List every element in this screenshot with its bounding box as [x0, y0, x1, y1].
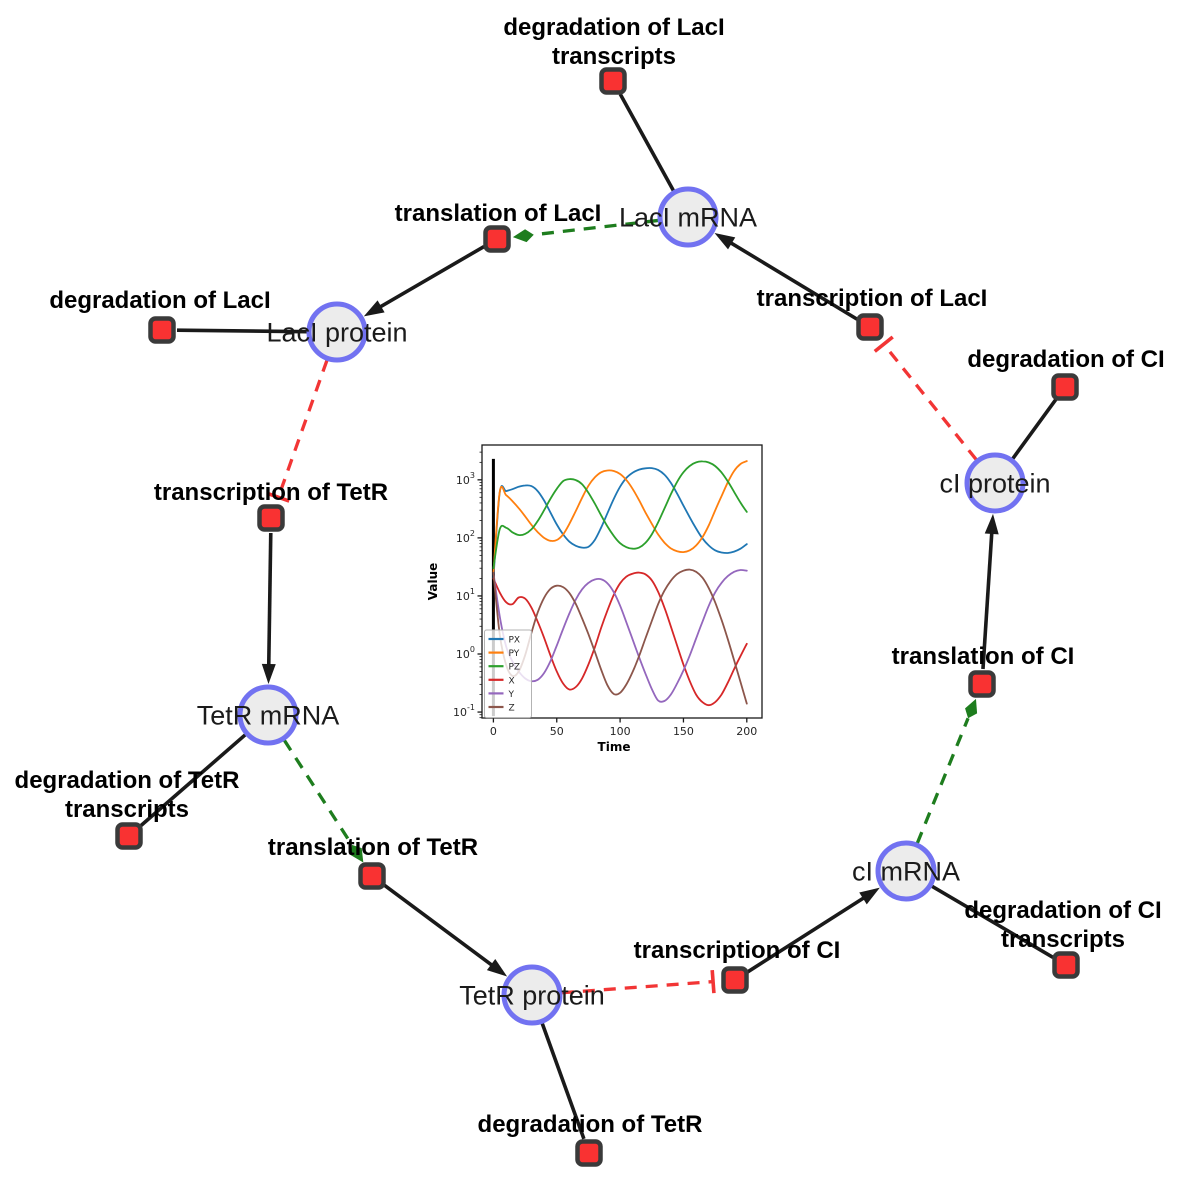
chart-legend: PX PY PZ XYZ: [484, 629, 532, 719]
species-label-tetr-mrna: TetR mRNA: [197, 701, 340, 731]
reaction-label-deg-laci-tr-line0: degradation of LacI: [503, 14, 724, 41]
reaction-node-translation-ci[interactable]: [968, 670, 996, 698]
species-label-ci-mrna: cI mRNA: [852, 857, 960, 887]
x-tick-label: 150: [673, 725, 694, 738]
edge-translation-ci-ci-protein: [981, 513, 999, 670]
species-node-laci-protein[interactable]: [306, 301, 368, 363]
legend-label-PZ: PZ: [509, 663, 521, 673]
reaction-node-transcription-tetr[interactable]: [257, 504, 285, 532]
edge-transcription-tetr-tetr-mrna: [261, 532, 276, 685]
reaction-label-translation-ci-line0: translation of CI: [892, 643, 1075, 670]
reaction-label-translation-tetr-line0: translation of TetR: [268, 834, 478, 861]
edges-layer: [139, 93, 1058, 1140]
production-arrowhead: [363, 300, 385, 317]
edge-laci-protein-transcription-tetr: [266, 359, 329, 503]
legend-label-Z: Z: [509, 704, 515, 714]
edge-transcription-ci-ci-mrna: [746, 887, 880, 974]
plot-spines: [481, 444, 763, 719]
legend-label-PX: PX: [509, 636, 521, 646]
legend-label-X: X: [509, 676, 515, 686]
production-arrowhead: [261, 663, 276, 685]
species-node-tetr-mrna[interactable]: [237, 684, 299, 746]
edge-tetr-mrna-deg-tetr-tr: [139, 733, 247, 828]
x-axis-label: Time: [598, 740, 631, 754]
reaction-node-deg-ci-tr[interactable]: [1052, 951, 1080, 979]
reaction-label-deg-ci-line0: degradation of CI: [967, 346, 1164, 373]
edge-ci-mrna-deg-ci-tr: [930, 884, 1054, 959]
reaction-label-transcription-tetr-line0: transcription of TetR: [154, 479, 388, 506]
edge-laci-protein-deg-laci: [176, 328, 308, 334]
edge-tetr-mrna-translation-tetr: [282, 739, 364, 863]
modifier-arrowhead: [512, 229, 534, 243]
reaction-label-translation-laci-line0: translation of LacI: [395, 200, 602, 227]
edge-ci-mrna-translation-ci: [915, 698, 978, 844]
species-label-laci-mrna: LacI mRNA: [619, 203, 757, 233]
edge-ci-protein-deg-ci: [1011, 398, 1058, 460]
x-tick-label: 0: [490, 725, 497, 738]
series-curve-Y: [492, 569, 748, 703]
reaction-label-deg-ci-tr-line0: degradation of CI: [964, 897, 1161, 924]
x-tick-label: 200: [736, 725, 757, 738]
reaction-label-deg-tetr-tr-line0: degradation of TetR: [15, 767, 240, 794]
edge-laci-mrna-translation-laci: [512, 218, 659, 243]
reaction-node-translation-tetr[interactable]: [358, 862, 386, 890]
reaction-node-deg-tetr[interactable]: [575, 1139, 603, 1167]
edge-tetr-protein-deg-tetr: [540, 1022, 586, 1140]
series-curve-PZ: [492, 460, 748, 570]
reaction-node-deg-tetr-tr[interactable]: [115, 822, 143, 850]
reaction-label-transcription-ci-line0: transcription of CI: [634, 937, 841, 964]
legend-label-Y: Y: [508, 690, 515, 700]
inhibition-tbar: [266, 491, 290, 503]
edge-ci-protein-transcription-laci: [873, 335, 978, 461]
reaction-label-deg-laci-tr-line1: transcripts: [552, 43, 676, 70]
edge-laci-mrna-deg-laci-tr: [618, 93, 676, 192]
species-label-laci-protein: LacI protein: [266, 318, 407, 348]
reaction-node-translation-laci[interactable]: [483, 225, 511, 253]
edge-translation-tetr-tetr-protein: [382, 883, 508, 977]
modifier-arrowhead: [965, 698, 978, 719]
reaction-node-deg-ci[interactable]: [1051, 373, 1079, 401]
x-tick-label: 100: [610, 725, 631, 738]
production-arrowhead: [859, 887, 880, 905]
series-curve-Z: [492, 568, 748, 705]
reaction-label-deg-ci-tr-line1: transcripts: [1001, 926, 1125, 953]
series-curve-PX: [492, 467, 748, 580]
reaction-label-deg-laci-line0: degradation of LacI: [49, 287, 270, 314]
species-node-tetr-protein[interactable]: [501, 964, 563, 1026]
species-node-laci-mrna[interactable]: [657, 186, 719, 248]
legend-label-PY: PY: [509, 649, 520, 659]
edge-translation-laci-laci-protein: [363, 244, 485, 317]
x-tick-label: 50: [550, 725, 564, 738]
reaction-label-transcription-laci-line0: transcription of LacI: [757, 285, 988, 312]
reaction-node-deg-laci-tr[interactable]: [599, 67, 627, 95]
modifier-arrowhead: [350, 844, 364, 863]
reaction-label-deg-tetr-tr-line1: transcripts: [65, 796, 189, 823]
series-curve-PY: [492, 460, 748, 574]
reaction-node-transcription-laci[interactable]: [856, 313, 884, 341]
nodes-layer: [115, 67, 1080, 1167]
production-arrowhead: [714, 233, 736, 250]
edge-tetr-protein-transcription-ci: [561, 970, 716, 995]
edge-transcription-laci-laci-mrna: [714, 233, 859, 321]
inhibition-tbar: [873, 335, 894, 353]
species-node-ci-protein[interactable]: [964, 452, 1026, 514]
reaction-node-deg-laci[interactable]: [148, 316, 176, 344]
species-label-ci-protein: cI protein: [939, 469, 1050, 499]
y-axis-label: Value: [426, 563, 440, 601]
reaction-label-deg-tetr-line0: degradation of TetR: [478, 1111, 703, 1138]
species-label-tetr-protein: TetR protein: [459, 981, 605, 1011]
labels-layer: LacI mRNA LacI protein TetR mRNA TetR prote…: [15, 14, 1165, 1138]
production-arrowhead: [984, 513, 999, 535]
production-arrowhead: [486, 958, 508, 977]
reaction-node-transcription-ci[interactable]: [721, 966, 749, 994]
species-node-ci-mrna[interactable]: [875, 840, 937, 902]
inhibition-tbar: [710, 970, 716, 994]
